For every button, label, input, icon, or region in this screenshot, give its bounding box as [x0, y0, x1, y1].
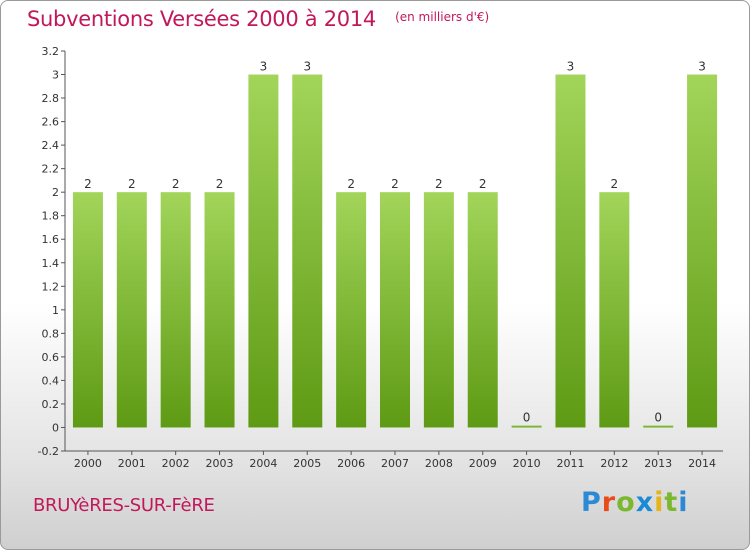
x-tick-label: 2002: [162, 457, 190, 470]
data-label: 2: [172, 177, 180, 191]
title-row: Subventions Versées 2000 à 2014 (en mill…: [27, 7, 489, 41]
bar: [248, 74, 279, 428]
y-tick-label: 2.4: [42, 139, 60, 152]
y-tick-label: 2.2: [42, 163, 60, 176]
x-tick-label: 2007: [381, 457, 409, 470]
chart-subtitle: (en milliers d'€): [395, 10, 490, 24]
chart-title: Subventions Versées 2000 à 2014: [27, 7, 376, 31]
commune-name: BRUYèRES-SUR-FèRE: [33, 495, 215, 516]
y-tick-label: 0.2: [42, 398, 60, 411]
data-label: 2: [479, 177, 487, 191]
y-tick-label: 2.8: [42, 92, 60, 105]
data-label: 2: [611, 177, 619, 191]
x-tick-label: 2006: [337, 457, 365, 470]
x-tick-label: 2001: [118, 457, 146, 470]
y-tick-label: 1.4: [42, 257, 60, 270]
logo-letter: t: [664, 487, 679, 518]
x-tick-label: 2013: [644, 457, 672, 470]
bar: [204, 192, 235, 428]
data-label: 3: [567, 60, 575, 74]
bar: [380, 192, 410, 428]
bar: [116, 192, 147, 428]
y-tick-label: -0.2: [38, 445, 59, 458]
bar: [643, 425, 674, 428]
bar: [336, 192, 367, 428]
x-tick-label: 2010: [513, 457, 541, 470]
bar: [423, 192, 454, 428]
x-tick-label: 2004: [249, 457, 277, 470]
logo-letter: r: [601, 487, 617, 518]
bar: [599, 192, 630, 428]
logo-letter: i: [678, 487, 689, 518]
data-label: 3: [303, 60, 311, 74]
y-tick-label: 1.8: [42, 210, 60, 223]
data-label: 2: [216, 177, 224, 191]
proxiti-logo: Proxiti: [581, 487, 689, 518]
x-tick-label: 2011: [556, 457, 584, 470]
x-tick-label: 2005: [293, 457, 321, 470]
data-label: 3: [260, 60, 268, 74]
bar: [467, 192, 498, 428]
data-label: 2: [391, 177, 399, 191]
bar: [160, 192, 191, 428]
y-tick-label: 1.6: [42, 233, 60, 246]
bar: [687, 74, 718, 428]
y-tick-label: 0.6: [42, 351, 60, 364]
data-label: 3: [698, 60, 706, 74]
bar: [292, 74, 323, 428]
bar: [72, 192, 103, 428]
y-tick-label: 3: [52, 69, 59, 82]
x-tick-label: 2012: [600, 457, 628, 470]
y-tick-label: 0: [52, 421, 59, 434]
x-tick-label: 2008: [425, 457, 453, 470]
data-label: 2: [347, 177, 355, 191]
bar: [511, 425, 542, 428]
logo-letter: i: [654, 487, 665, 518]
logo-letter: P: [581, 487, 602, 518]
data-label: 0: [654, 410, 662, 424]
data-label: 2: [128, 177, 136, 191]
data-label: 2: [435, 177, 443, 191]
logo-letter: o: [616, 487, 636, 518]
x-tick-label: 2009: [469, 457, 497, 470]
y-tick-label: 0.4: [42, 374, 60, 387]
data-label: 0: [523, 410, 531, 424]
bar: [555, 74, 586, 428]
x-tick-label: 2000: [74, 457, 102, 470]
y-tick-label: 1: [52, 304, 59, 317]
logo-letter: x: [635, 487, 655, 518]
x-tick-label: 2014: [688, 457, 716, 470]
y-tick-label: 3.2: [42, 45, 60, 58]
y-tick-label: 0.8: [42, 327, 60, 340]
y-tick-label: 1.2: [42, 280, 60, 293]
y-tick-label: 2: [52, 186, 59, 199]
y-tick-label: 2.6: [42, 116, 60, 129]
data-label: 2: [84, 177, 92, 191]
x-tick-label: 2003: [206, 457, 234, 470]
